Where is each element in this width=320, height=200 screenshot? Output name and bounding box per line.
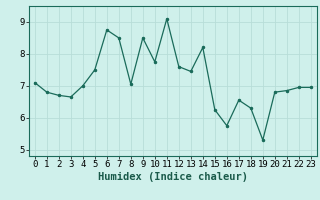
X-axis label: Humidex (Indice chaleur): Humidex (Indice chaleur) — [98, 172, 248, 182]
